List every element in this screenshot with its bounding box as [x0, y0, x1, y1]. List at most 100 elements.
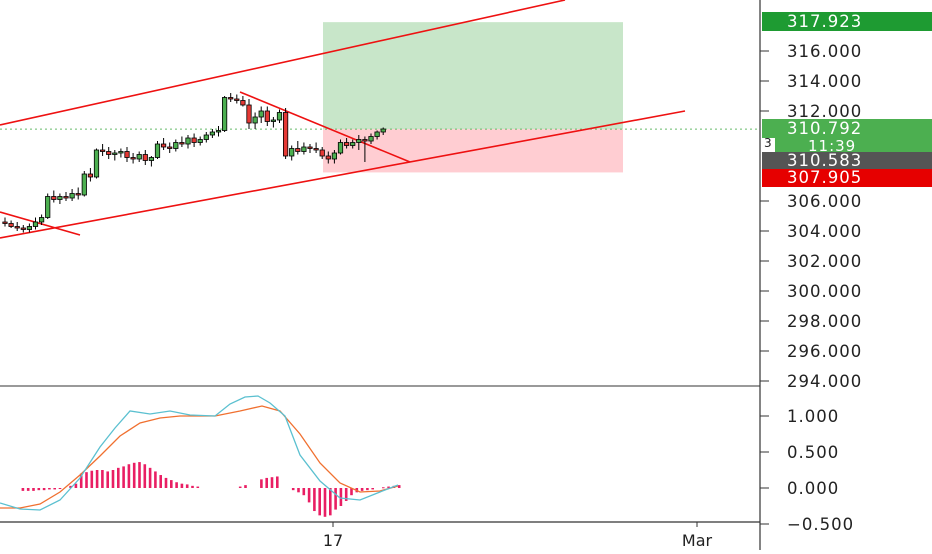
candle-down — [295, 148, 301, 152]
macd-histogram-bar — [180, 483, 184, 488]
candle-up — [154, 143, 161, 158]
macd-histogram-bar — [276, 476, 279, 488]
macd-histogram-bar — [318, 488, 321, 516]
macd-histogram-bar — [159, 475, 162, 488]
macd-histogram-bar — [366, 488, 369, 491]
macd-histogram-bar — [32, 488, 35, 491]
macd-tick-label: 0.500 — [787, 443, 839, 462]
trendline-3[interactable] — [0, 211, 81, 236]
countdown-badge — [775, 137, 932, 153]
candle-down — [20, 227, 26, 230]
macd-histogram-bar — [260, 479, 263, 488]
position-profit-zone — [323, 22, 623, 130]
price-tick-label: 298.000 — [787, 312, 862, 331]
candle-down — [106, 151, 112, 155]
candle-up — [289, 148, 295, 157]
candle-up — [69, 193, 75, 199]
candle-down — [191, 137, 197, 143]
stop-price-badge-label: 307.905 — [787, 168, 862, 187]
candle-down — [282, 112, 289, 157]
macd-histogram-bar — [170, 480, 173, 488]
stop-price-badge[interactable] — [762, 169, 932, 187]
macd-tick-label: −0.500 — [787, 515, 854, 534]
candle-up — [350, 142, 356, 146]
candle-up — [331, 152, 338, 160]
price-tick-label: 316.000 — [787, 42, 862, 61]
macd-histogram-bar — [270, 477, 274, 488]
macd-histogram-bar — [382, 487, 385, 489]
candle-up — [209, 131, 215, 136]
candle-down — [75, 193, 81, 196]
target-price-badge-label: 317.923 — [787, 12, 862, 31]
candle-up — [112, 152, 118, 155]
candle-down — [362, 139, 368, 142]
macd-histogram-bar — [265, 477, 268, 488]
candle-down — [124, 151, 130, 158]
macd-histogram-bar — [196, 486, 200, 488]
macd-histogram-bar — [21, 488, 25, 491]
candle-down — [319, 149, 325, 157]
macd-histogram-bar — [143, 464, 147, 488]
macd-histogram-bar — [117, 467, 120, 488]
macd-histogram-bar — [291, 488, 295, 491]
candle-down — [87, 173, 93, 178]
price-tick-label: 306.000 — [787, 192, 862, 211]
trendline-2[interactable] — [0, 110, 686, 239]
macd-histogram-bar — [185, 484, 189, 488]
trendline-1[interactable] — [0, 0, 566, 126]
candle-up — [26, 226, 33, 230]
price-tick-label: 314.000 — [787, 72, 862, 91]
macd-histogram-bar — [323, 488, 327, 517]
candle-down — [179, 142, 185, 145]
macd-histogram-bar — [42, 488, 46, 491]
candle-up — [118, 151, 124, 154]
macd-histogram-bar — [360, 488, 364, 491]
macd-tick-label: 1.000 — [787, 407, 839, 426]
macd-tick-label: 0.000 — [787, 479, 839, 498]
macd-histogram-bar — [175, 482, 178, 488]
price-tick-label: 300.000 — [787, 282, 862, 301]
candle-up — [185, 137, 191, 145]
macd-histogram-bar — [154, 471, 157, 488]
macd-histogram-bar — [58, 488, 62, 489]
candle-up — [221, 97, 228, 131]
candle-up — [136, 154, 142, 160]
macd-histogram-bar — [138, 462, 141, 488]
candle-down — [246, 104, 252, 124]
macd-histogram-bar — [69, 485, 72, 488]
candle-down — [8, 223, 14, 227]
candle-down — [228, 97, 234, 100]
time-tick-label: 17 — [323, 531, 343, 550]
macd-histogram-bar — [122, 466, 125, 488]
trendline-4[interactable] — [239, 91, 411, 163]
candle-up — [270, 119, 277, 122]
candle-down — [234, 98, 240, 101]
candle-up — [301, 146, 307, 152]
macd-histogram-bar — [127, 464, 131, 488]
macd-histogram-bar — [344, 488, 348, 501]
macd-histogram-bar — [302, 488, 306, 496]
price-marker-label: 3 — [764, 136, 772, 150]
macd-histogram-bar — [85, 472, 88, 488]
candle-down — [142, 154, 148, 161]
candle-down — [313, 148, 319, 151]
candle-up — [45, 196, 51, 218]
macd-histogram-bar — [95, 470, 99, 488]
current-price-badge[interactable] — [762, 152, 932, 170]
candle-up — [368, 136, 374, 142]
last-price-badge[interactable] — [762, 119, 932, 138]
macd-histogram-bar — [48, 488, 51, 490]
candle-down — [307, 146, 313, 149]
candle-down — [130, 157, 136, 160]
candle-up — [276, 112, 283, 121]
candle-down — [325, 155, 331, 160]
macd-histogram-bar — [350, 488, 353, 496]
target-price-badge[interactable] — [762, 12, 932, 31]
candle-down — [14, 226, 20, 229]
macd-histogram-bar — [244, 485, 247, 488]
macd-histogram-bar — [26, 488, 30, 491]
macd-histogram-bar — [90, 470, 94, 488]
macd-line — [0, 395, 399, 511]
price-tick-label: 304.000 — [787, 222, 862, 241]
